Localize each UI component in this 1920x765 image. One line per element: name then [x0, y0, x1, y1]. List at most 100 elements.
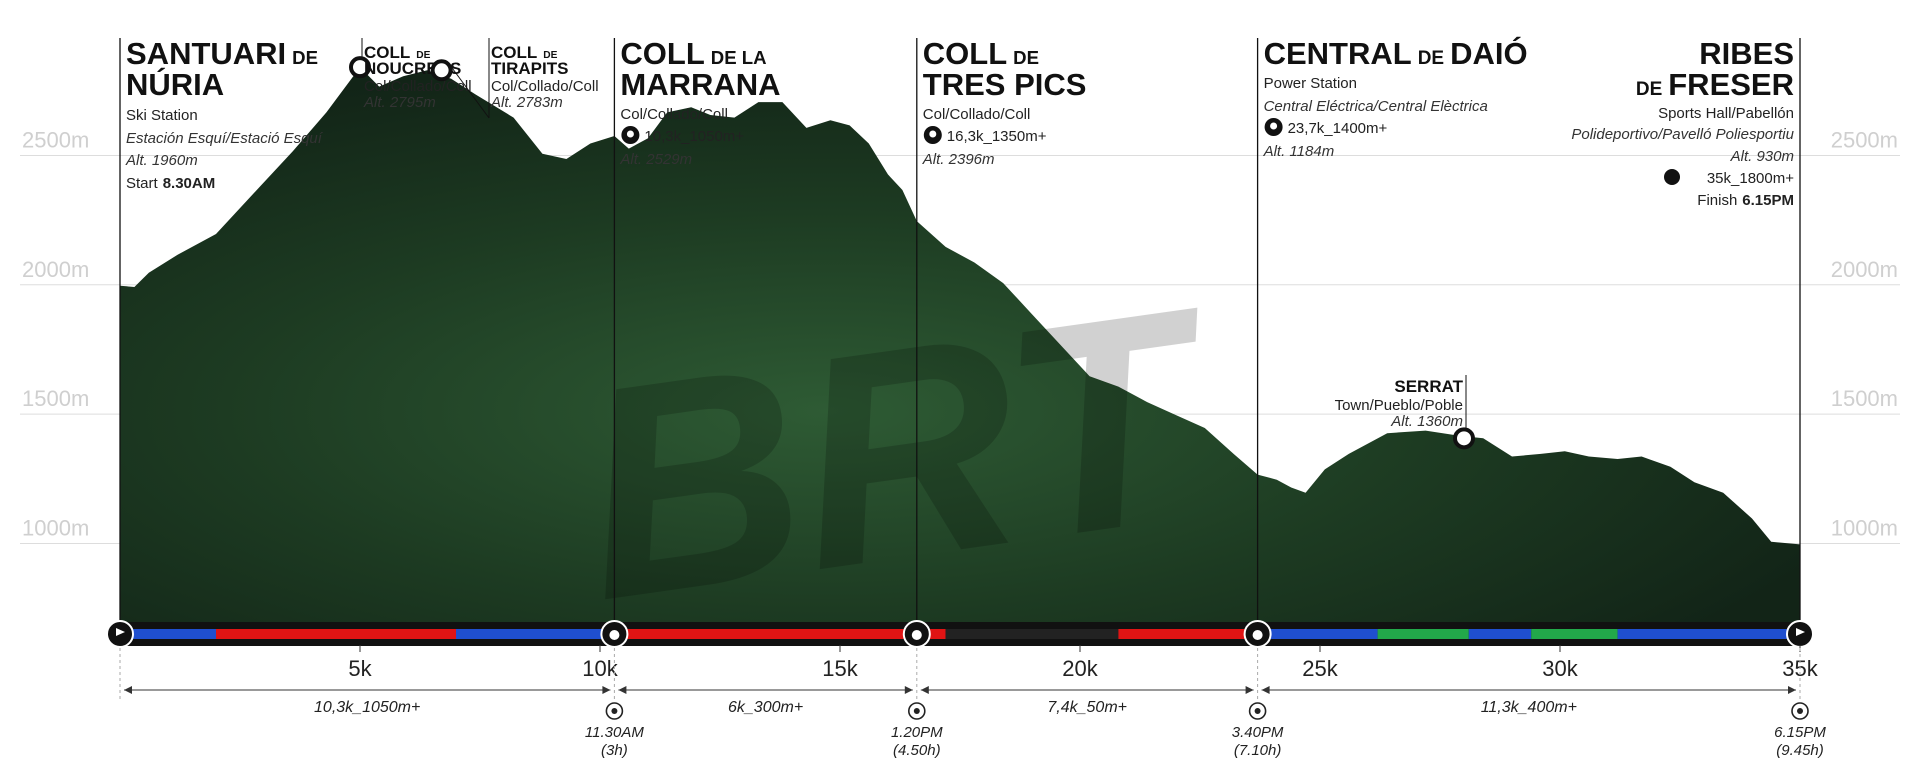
arrow-head-left — [1261, 686, 1270, 694]
x-tick-label: 25k — [1302, 656, 1338, 681]
title-word: MARRANA — [620, 67, 780, 102]
waypoint-altitude: Alt. 2529m — [619, 151, 692, 168]
apple-icon — [609, 630, 620, 640]
segment-label: 10,3k_1050m+ — [314, 699, 420, 716]
arrow-head-left — [920, 686, 929, 694]
waypoint-checkpoint: 35k_1800m+ — [1707, 170, 1794, 187]
title-word: TRES PICS — [923, 67, 1087, 102]
cutoff-times: 11.30AM(3h) 1.20PM(4.50h) 3.40PM(7.10h) 6.1… — [585, 702, 1826, 759]
waypoint-title: NÚRIA — [126, 66, 224, 102]
title-connector: DE — [1636, 79, 1662, 100]
x-tick-label: 5k — [348, 656, 372, 681]
y-tick-label-left: 2000m — [22, 257, 89, 282]
finish-time: Finish 6.15PM — [1697, 192, 1794, 209]
waypoint-checkpoint: 23,7k_1400m+ — [1288, 120, 1388, 137]
title-word: COLL — [923, 36, 1007, 71]
title-word: SANTUARI — [126, 36, 286, 71]
elevation-area — [120, 67, 1800, 622]
terrain-segment — [1617, 629, 1800, 639]
waypoint-title: CENTRAL DE DAIÓ — [1264, 35, 1528, 71]
waypoint-altitude: Alt. 2396m — [922, 151, 995, 168]
title-word: COLL — [620, 36, 704, 71]
profile-area — [120, 67, 1800, 622]
title-word: RIBES — [1699, 36, 1794, 71]
waypoint-title: DE FRESER — [1636, 67, 1794, 102]
y-tick-label-left: 1500m — [22, 386, 89, 411]
peak-marker — [1453, 427, 1475, 450]
waypoint-sub-italic: Polideportivo/Pavelló Poliesportiu — [1571, 126, 1794, 143]
waypoint-title: TRES PICS — [923, 67, 1087, 102]
waypoint-title: COLL DE — [491, 43, 558, 62]
waypoint-altitude: Alt. 1960m — [125, 152, 198, 169]
terrain-segment — [1531, 629, 1618, 639]
finish-time-value: 6.15PM — [1742, 192, 1794, 209]
segment-label: 6k_300m+ — [728, 699, 803, 716]
finish-label: Finish — [1697, 192, 1737, 209]
start-time: Start 8.30AM — [126, 175, 215, 192]
segment-label: 7,4k_50m+ — [1047, 699, 1127, 716]
title-word: COLL — [491, 43, 537, 62]
start-time-value: 8.30AM — [163, 175, 216, 192]
title-word: DAIÓ — [1450, 35, 1528, 71]
terrain-segment — [1468, 629, 1532, 639]
clock-center — [913, 708, 920, 714]
cutoff-time: 1.20PM — [891, 724, 943, 741]
waypoint-title: SANTUARI DE — [126, 36, 318, 71]
waypoint-title: RIBES — [1699, 36, 1794, 71]
waypoint-title: COLL DE — [923, 36, 1039, 71]
title-connector: DE — [1418, 48, 1444, 69]
waypoint-altitude: Alt. 2783m — [490, 94, 563, 111]
y-axis-ticks: 2500m 2500m 2000m 2000m 1500m 1500m 1000m 1000m — [22, 127, 1898, 540]
terrain-segment — [1118, 629, 1258, 639]
waypoint-title: COLL DE — [364, 43, 431, 62]
cutoff-time: 3.40PM — [1232, 724, 1284, 741]
terrain-segment — [120, 629, 216, 639]
waypoint-altitude: Alt. 930m — [1730, 148, 1794, 165]
clock-center — [611, 708, 618, 714]
terrain-bar — [106, 620, 1814, 648]
peak-marker — [349, 56, 371, 79]
clock-icon — [1791, 702, 1809, 720]
cutoff-duration: (4.50h) — [893, 742, 941, 759]
terrain-segment — [916, 629, 946, 639]
terrain-segment — [1377, 629, 1469, 639]
waypoint-sub-italic: Estación Esquí/Estació Esquí — [126, 130, 324, 147]
start-label: Start — [126, 175, 159, 192]
title-connector: DE LA — [711, 47, 767, 68]
waypoint-sub: Sports Hall/Pabellón — [1658, 105, 1794, 122]
title-word: TIRAPITS — [491, 59, 568, 78]
waypoint-sub: Col/Collado/Coll — [491, 78, 599, 95]
waypoint-checkpoint: 16,3k_1350m+ — [947, 128, 1047, 145]
segment-annotations: 10,3k_1050m+ 6k_300m+ 7,4k_50m+ 11,3k_400m+ — [119, 648, 1801, 716]
leader-line — [448, 62, 490, 119]
y-tick-label-left: 1000m — [22, 515, 89, 540]
waypoint-title: COLL DE LA — [620, 36, 766, 71]
terrain-segment — [456, 629, 615, 639]
x-tick-label: 20k — [1062, 656, 1098, 681]
waypoint-checkpoint: 10,3k_1050m+ — [644, 128, 744, 145]
cutoff-time: 11.30AM — [585, 724, 644, 741]
flag-icon — [116, 628, 125, 636]
terrain-segment — [216, 629, 456, 639]
terrain-segment — [1257, 629, 1378, 639]
pin-center — [626, 130, 634, 138]
x-axis-ticks: 5k 10k 15k 20k 25k 30k 35k — [348, 645, 1819, 681]
y-tick-label-right: 2500m — [1831, 127, 1898, 152]
pin-center — [929, 130, 937, 138]
waypoint-lines — [119, 38, 1801, 635]
cutoff-duration: (3h) — [601, 742, 628, 759]
title-connector: DE — [416, 50, 430, 61]
waypoint-altitude: Alt. 1360m — [1390, 413, 1463, 430]
title-word: COLL — [364, 43, 410, 62]
title-connector: DE — [1013, 47, 1039, 68]
waypoint-title: MARRANA — [620, 67, 780, 102]
waypoint-labels: SANTUARI DE NÚRIA Ski Station Estación Esquí… — [125, 35, 1795, 450]
waypoint-sub-italic: Central Eléctrica/Central Elèctrica — [1264, 98, 1488, 115]
arrow-head-right — [1245, 686, 1254, 694]
waypoint-sub: Col/Collado/Coll — [923, 106, 1031, 123]
clock-icon — [907, 702, 926, 720]
x-tick-label: 30k — [1542, 656, 1578, 681]
x-tick-label: 10k — [582, 656, 618, 681]
pin-center — [1270, 122, 1278, 130]
